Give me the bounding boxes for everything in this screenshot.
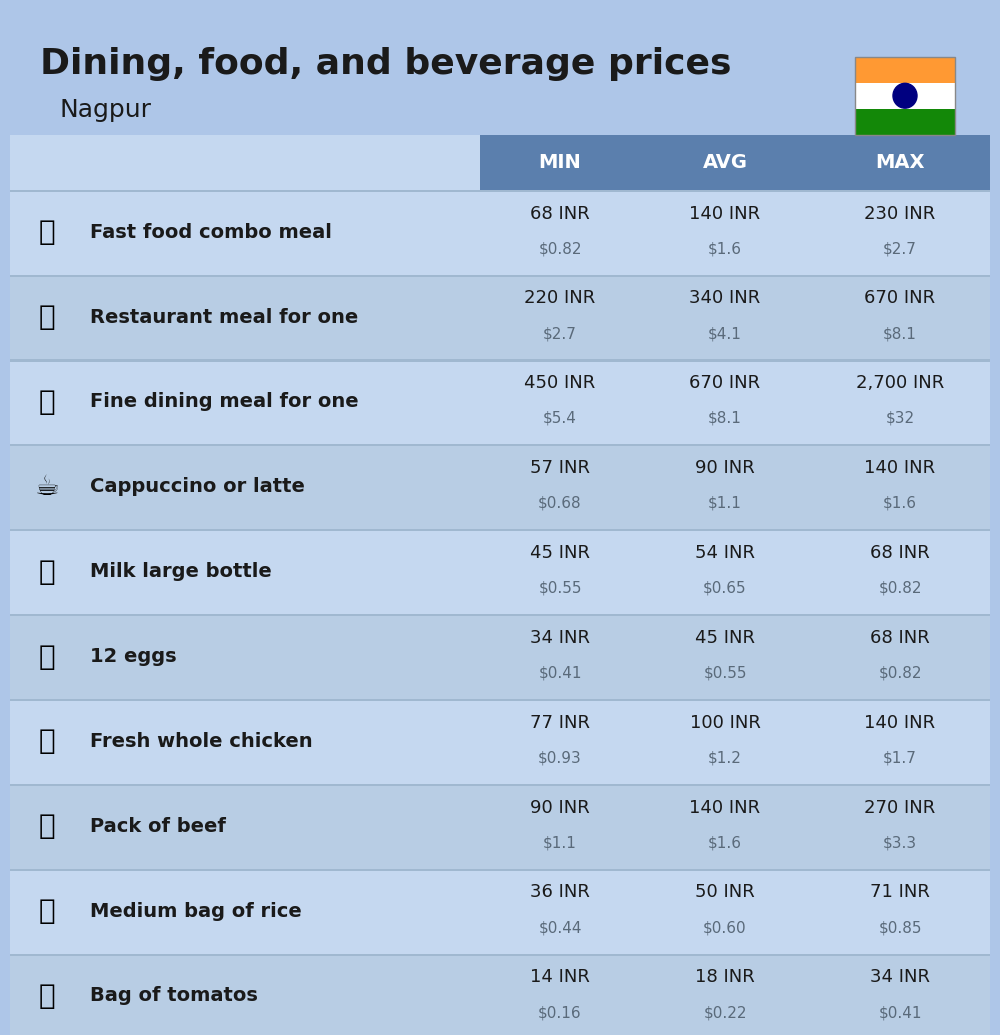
Text: $1.6: $1.6 bbox=[883, 496, 917, 511]
Text: 🥚: 🥚 bbox=[39, 643, 55, 671]
Text: $0.82: $0.82 bbox=[538, 241, 582, 257]
Text: 270 INR: 270 INR bbox=[864, 799, 936, 817]
Text: Fine dining meal for one: Fine dining meal for one bbox=[90, 392, 359, 411]
Text: $4.1: $4.1 bbox=[708, 326, 742, 342]
Text: 45 INR: 45 INR bbox=[530, 544, 590, 562]
Text: AVG: AVG bbox=[703, 152, 748, 172]
Text: 34 INR: 34 INR bbox=[530, 629, 590, 647]
Text: $2.7: $2.7 bbox=[543, 326, 577, 342]
Text: ☕: ☕ bbox=[35, 473, 59, 501]
Text: $0.60: $0.60 bbox=[703, 920, 747, 936]
Text: 50 INR: 50 INR bbox=[695, 884, 755, 901]
Text: 230 INR: 230 INR bbox=[864, 205, 936, 223]
Text: Dining, food, and beverage prices: Dining, food, and beverage prices bbox=[40, 47, 732, 81]
Text: 18 INR: 18 INR bbox=[695, 969, 755, 986]
Text: Restaurant meal for one: Restaurant meal for one bbox=[90, 307, 358, 326]
Text: $0.44: $0.44 bbox=[538, 920, 582, 936]
Text: $1.1: $1.1 bbox=[708, 496, 742, 511]
Text: 12 eggs: 12 eggs bbox=[90, 647, 177, 666]
Text: 🥛: 🥛 bbox=[39, 558, 55, 586]
Text: Fast food combo meal: Fast food combo meal bbox=[90, 223, 332, 241]
Text: 140 INR: 140 INR bbox=[864, 460, 936, 477]
Text: $0.41: $0.41 bbox=[878, 1005, 922, 1021]
Text: 100 INR: 100 INR bbox=[690, 714, 760, 732]
Text: 68 INR: 68 INR bbox=[530, 205, 590, 223]
Text: MIN: MIN bbox=[539, 152, 581, 172]
Text: $1.6: $1.6 bbox=[708, 241, 742, 257]
Text: $0.55: $0.55 bbox=[538, 581, 582, 596]
Text: Milk large bottle: Milk large bottle bbox=[90, 562, 272, 581]
Text: 14 INR: 14 INR bbox=[530, 969, 590, 986]
Text: $0.68: $0.68 bbox=[538, 496, 582, 511]
Text: $1.1: $1.1 bbox=[543, 835, 577, 851]
Text: 2,700 INR: 2,700 INR bbox=[856, 375, 944, 392]
Text: $0.16: $0.16 bbox=[538, 1005, 582, 1021]
Text: $5.4: $5.4 bbox=[543, 411, 577, 426]
Text: $0.22: $0.22 bbox=[703, 1005, 747, 1021]
Text: 🍳: 🍳 bbox=[39, 303, 55, 331]
Text: $0.93: $0.93 bbox=[538, 750, 582, 766]
Text: 670 INR: 670 INR bbox=[689, 375, 761, 392]
Text: 340 INR: 340 INR bbox=[689, 290, 761, 307]
Text: 🍅: 🍅 bbox=[39, 982, 55, 1010]
Text: $8.1: $8.1 bbox=[708, 411, 742, 426]
Text: 🍚: 🍚 bbox=[39, 897, 55, 925]
Text: Medium bag of rice: Medium bag of rice bbox=[90, 901, 302, 920]
Text: 140 INR: 140 INR bbox=[864, 714, 936, 732]
Text: $0.82: $0.82 bbox=[878, 581, 922, 596]
Text: Nagpur: Nagpur bbox=[60, 98, 152, 122]
Text: 🥩: 🥩 bbox=[39, 812, 55, 840]
Text: $0.55: $0.55 bbox=[703, 666, 747, 681]
Text: 45 INR: 45 INR bbox=[695, 629, 755, 647]
Text: Pack of beef: Pack of beef bbox=[90, 817, 226, 835]
Text: 54 INR: 54 INR bbox=[695, 544, 755, 562]
Text: $0.41: $0.41 bbox=[538, 666, 582, 681]
Text: 90 INR: 90 INR bbox=[530, 799, 590, 817]
Text: $2.7: $2.7 bbox=[883, 241, 917, 257]
Text: 450 INR: 450 INR bbox=[524, 375, 596, 392]
Text: $3.3: $3.3 bbox=[883, 835, 917, 851]
Text: Cappuccino or latte: Cappuccino or latte bbox=[90, 477, 305, 496]
Text: 57 INR: 57 INR bbox=[530, 460, 590, 477]
Text: 🐔: 🐔 bbox=[39, 728, 55, 756]
Text: $1.7: $1.7 bbox=[883, 750, 917, 766]
Text: $8.1: $8.1 bbox=[883, 326, 917, 342]
Text: 🍔: 🍔 bbox=[39, 218, 55, 246]
Text: 77 INR: 77 INR bbox=[530, 714, 590, 732]
Text: 140 INR: 140 INR bbox=[689, 799, 761, 817]
Text: 90 INR: 90 INR bbox=[695, 460, 755, 477]
Text: 34 INR: 34 INR bbox=[870, 969, 930, 986]
Text: $1.6: $1.6 bbox=[708, 835, 742, 851]
Text: 68 INR: 68 INR bbox=[870, 544, 930, 562]
Text: 71 INR: 71 INR bbox=[870, 884, 930, 901]
Text: 220 INR: 220 INR bbox=[524, 290, 596, 307]
Text: $0.85: $0.85 bbox=[878, 920, 922, 936]
Text: 670 INR: 670 INR bbox=[864, 290, 936, 307]
Text: Fresh whole chicken: Fresh whole chicken bbox=[90, 732, 313, 750]
Text: $32: $32 bbox=[885, 411, 915, 426]
Text: $1.2: $1.2 bbox=[708, 750, 742, 766]
Text: $0.82: $0.82 bbox=[878, 666, 922, 681]
Text: $0.65: $0.65 bbox=[703, 581, 747, 596]
Text: Bag of tomatos: Bag of tomatos bbox=[90, 986, 258, 1005]
Text: 36 INR: 36 INR bbox=[530, 884, 590, 901]
Text: 68 INR: 68 INR bbox=[870, 629, 930, 647]
Text: 140 INR: 140 INR bbox=[689, 205, 761, 223]
Text: MAX: MAX bbox=[875, 152, 925, 172]
Text: 🍽️: 🍽️ bbox=[39, 388, 55, 416]
